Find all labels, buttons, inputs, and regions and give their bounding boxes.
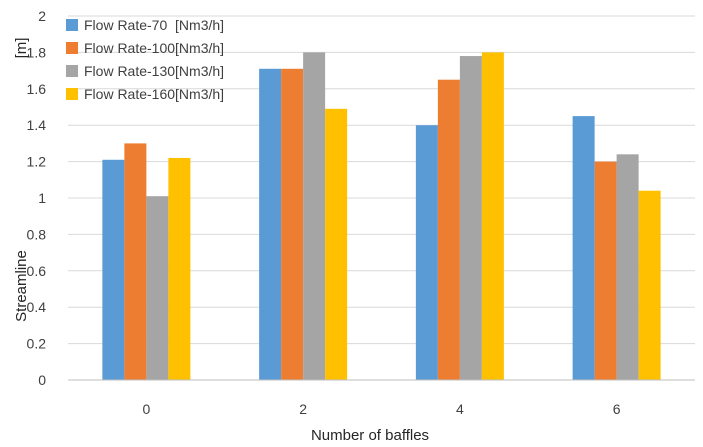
y-tick-label: 1.4 <box>27 117 47 133</box>
bar <box>638 190 661 380</box>
bar <box>124 143 147 380</box>
bar <box>616 154 639 380</box>
legend-label: Flow Rate-160[Nm3/h] <box>84 86 224 102</box>
x-tick-label: 4 <box>456 401 464 417</box>
bar <box>325 108 348 380</box>
legend-label: Flow Rate-100[Nm3/h] <box>84 40 224 56</box>
bar <box>146 196 169 380</box>
x-tick-label: 6 <box>613 401 621 417</box>
y-tick-label: 1 <box>38 190 46 206</box>
bar <box>259 68 282 380</box>
y-tick-label: 1.8 <box>27 44 47 60</box>
x-tick-label: 2 <box>299 401 307 417</box>
bar <box>437 79 460 380</box>
x-tick-label: 0 <box>142 401 150 417</box>
bar <box>168 157 191 380</box>
x-axis-title: Number of baffles <box>311 427 429 444</box>
legend-swatch <box>66 88 78 100</box>
bar <box>481 52 504 381</box>
legend-swatch <box>66 42 78 54</box>
legend-label: Flow Rate-130[Nm3/h] <box>84 63 224 79</box>
legend-label: Flow Rate-70 [Nm3/h] <box>84 17 224 33</box>
y-tick-label: 0.4 <box>27 299 47 315</box>
x-axis-ticks: 0 2 4 6 <box>142 401 620 417</box>
y-tick-label: 1.6 <box>27 81 47 97</box>
y-axis-unit: [m] <box>13 38 30 59</box>
bar <box>459 56 482 380</box>
y-axis-ticks: 0 0.2 0.4 0.6 0.8 1 1.2 1.4 1.6 1.8 2 <box>27 8 47 388</box>
y-tick-label: 0.2 <box>27 336 47 352</box>
bar <box>281 68 304 380</box>
bar <box>303 52 326 381</box>
y-tick-label: 1.2 <box>27 154 47 170</box>
y-tick-label: 0.8 <box>27 226 47 242</box>
bar <box>572 116 595 380</box>
y-tick-label: 0 <box>38 372 46 388</box>
bar <box>415 125 438 380</box>
bars <box>102 52 661 381</box>
legend-swatch <box>66 19 78 31</box>
legend: Flow Rate-70 [Nm3/h] Flow Rate-100[Nm3/h]… <box>66 17 224 102</box>
y-tick-label: 0.6 <box>27 263 47 279</box>
bar <box>594 161 617 380</box>
y-tick-label: 2 <box>38 8 46 24</box>
bar <box>102 159 125 380</box>
legend-swatch <box>66 65 78 77</box>
y-axis-title: Streamline <box>13 250 30 322</box>
